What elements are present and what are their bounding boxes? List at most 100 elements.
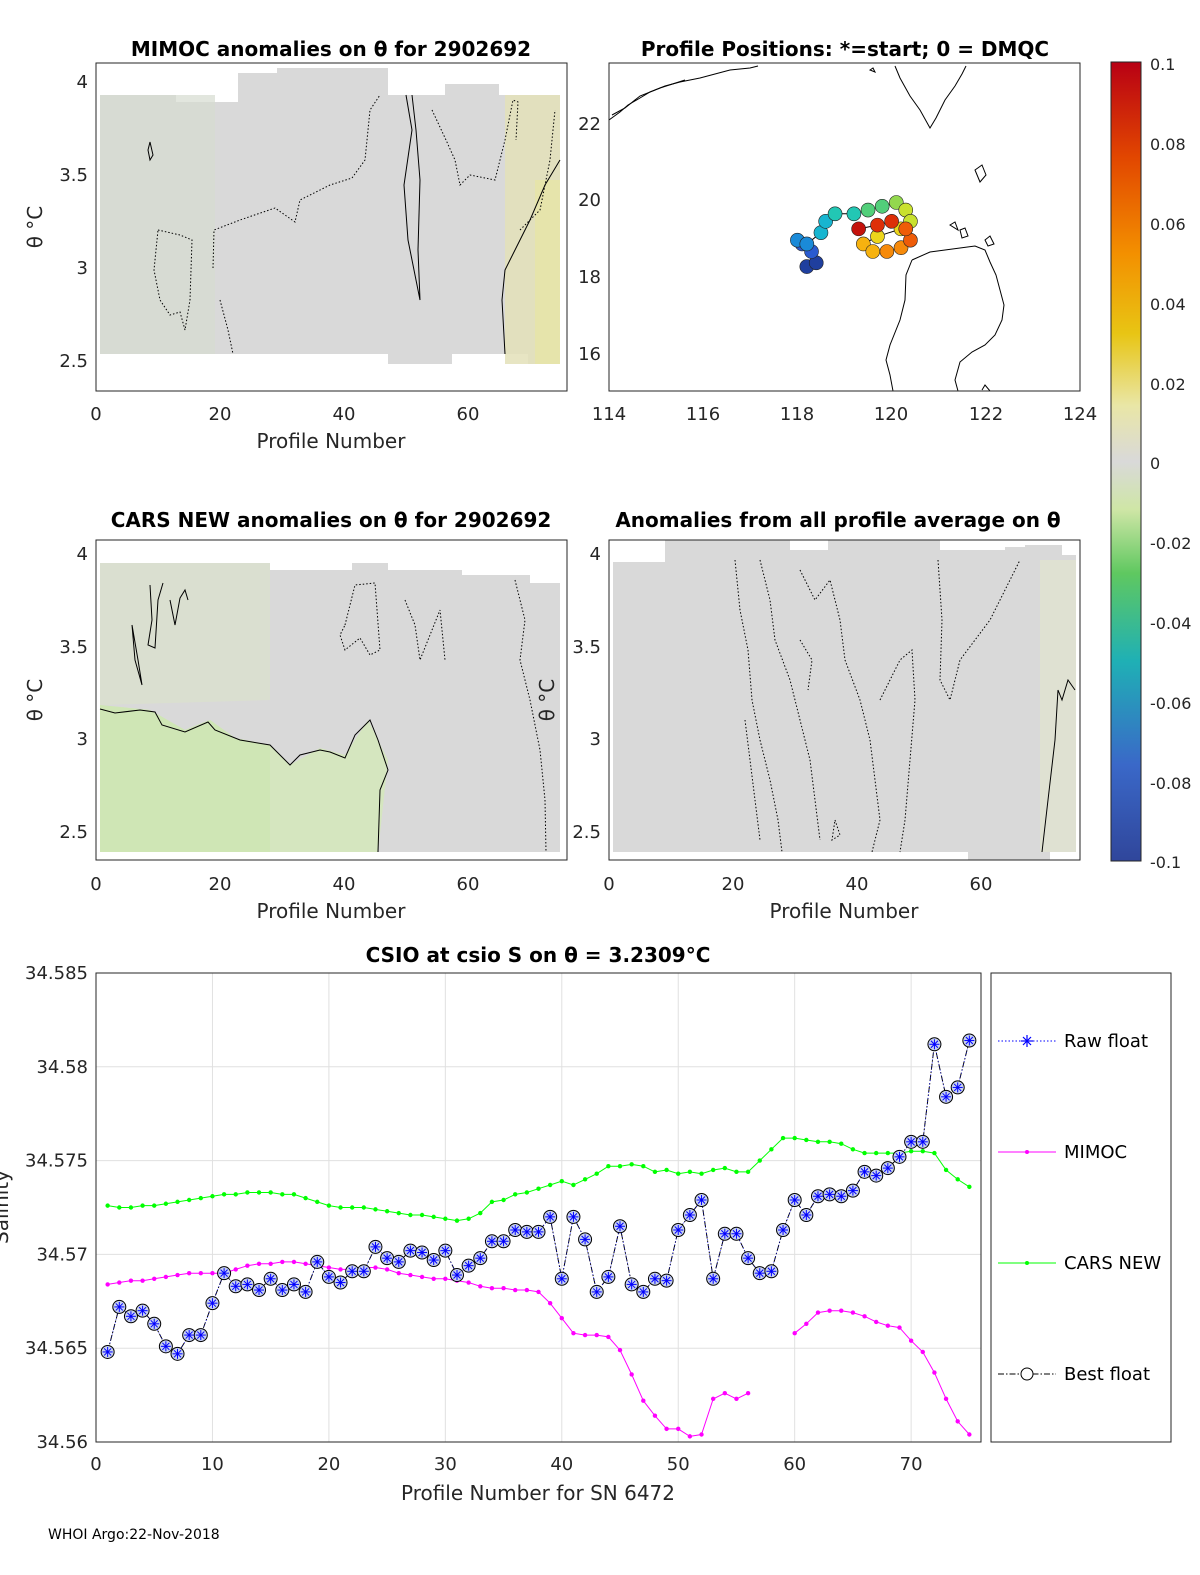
cars-new-point (885, 1150, 891, 1156)
track-point (846, 206, 862, 222)
cars-ytick-label: 3 (77, 729, 88, 750)
map-xtick-label: 114 (592, 404, 626, 425)
cars-new-point (326, 1203, 332, 1208)
mimoc-xtick-label: 40 (333, 404, 356, 425)
raw-float-point (626, 1279, 637, 1290)
track-point (884, 214, 899, 229)
colorbar-tick-label: 0.06 (1150, 215, 1186, 234)
raw-float-point (510, 1225, 521, 1236)
salinity-ytick-label: 34.56 (36, 1432, 88, 1453)
salinity-title: CSIO at csio S on θ = 3.2309°C (366, 943, 711, 967)
cars-new-point (559, 1179, 564, 1184)
cars-new-point (349, 1205, 355, 1210)
cars-new-point (478, 1210, 483, 1216)
raw-float-point (580, 1234, 591, 1245)
raw-float-point (184, 1330, 195, 1341)
mimoc-point (513, 1287, 518, 1293)
mimoc-point (210, 1270, 215, 1276)
cars-contour-dotted-1 (339, 582, 381, 656)
cars-new-point (489, 1199, 495, 1205)
cars-new-point (513, 1192, 518, 1197)
colorbar: 0.1 0.08 0.06 0.04 0.02 0 -0.02 -0.04 -0… (1110, 55, 1191, 872)
raw-float-point (463, 1260, 474, 1271)
map-xtick-label: 116 (686, 404, 720, 425)
mimoc-xticks: 0 20 40 60 (90, 404, 479, 425)
raw-float-point (638, 1286, 649, 1297)
mimoc-yticks: 2.5 3 3.5 4 (59, 72, 88, 372)
mimoc-point (466, 1280, 471, 1285)
cars-new-point (303, 1195, 308, 1201)
legend-raw-label: Raw float (1064, 1031, 1148, 1052)
cars-field-lower-left (100, 705, 270, 852)
raw-float-point (859, 1166, 870, 1177)
raw-float-point (778, 1225, 789, 1236)
cars-new-point (128, 1205, 134, 1210)
mimoc-xtick-label: 0 (90, 404, 101, 425)
salinity-xtick-label: 60 (783, 1454, 806, 1475)
cars-new-point (547, 1182, 553, 1188)
mimoc-ytick-label: 2.5 (59, 351, 88, 372)
raw-float-point (964, 1035, 975, 1046)
mimoc-point (920, 1349, 925, 1355)
mimoc-point (943, 1396, 949, 1402)
raw-float-point (649, 1273, 660, 1284)
raw-float-point (312, 1256, 323, 1267)
avg-xticks: 0 20 40 60 (603, 874, 992, 895)
cars-new-point (466, 1216, 471, 1221)
mimoc-point (815, 1310, 821, 1315)
avg-xlabel: Profile Number (770, 899, 920, 923)
cars-new-point (408, 1212, 413, 1218)
salinity-ylabel: Salinity (0, 1170, 13, 1244)
mimoc-point (932, 1370, 937, 1375)
raw-float-point (871, 1170, 882, 1181)
map-title: Profile Positions: *=start; 0 = DMQC (641, 37, 1049, 61)
mimoc-point (233, 1267, 238, 1272)
raw-float-point (486, 1236, 497, 1247)
mimoc-point (839, 1308, 844, 1313)
avg-field (613, 540, 1076, 860)
raw-float-point (417, 1247, 428, 1258)
avg-ytick-label: 3.5 (572, 637, 601, 658)
mimoc-point (268, 1261, 273, 1266)
mimoc-point (547, 1300, 553, 1306)
track-point (827, 206, 843, 222)
mimoc-point (186, 1270, 192, 1276)
cars-xtick-label: 60 (457, 874, 480, 895)
cars-new-point (664, 1167, 669, 1173)
mimoc-point (303, 1261, 308, 1266)
avg-contour-dotted-2 (759, 559, 821, 841)
mimoc-point (384, 1267, 390, 1272)
mimoc-point (175, 1272, 180, 1278)
avg-xtick-label: 60 (970, 874, 993, 895)
mimoc-point (478, 1284, 483, 1289)
cars-new-point (873, 1150, 879, 1156)
track-point (870, 217, 885, 233)
cars-new-point (280, 1192, 285, 1197)
cars-new-point (233, 1192, 238, 1197)
raw-float-point (230, 1281, 241, 1292)
cars-axes-box (95, 539, 568, 861)
salinity-ytick-label: 34.565 (25, 1338, 88, 1359)
salinity-title-main: CSIO at csio S on θ = 3.2309 (366, 943, 686, 967)
avg-contour-solid-1 (1041, 678, 1076, 853)
mimoc-point (629, 1372, 634, 1377)
coastlines (609, 65, 1005, 391)
raw-float-point (533, 1226, 544, 1237)
cars-new-point (384, 1209, 390, 1214)
raw-float-point (615, 1221, 626, 1232)
mimoc-point (489, 1285, 495, 1291)
cars-title: CARS NEW anomalies on θ for 2902692 (111, 508, 552, 532)
map-xtick-label: 118 (780, 404, 814, 425)
raw-float-point (545, 1211, 556, 1222)
mimoc-point (559, 1315, 564, 1321)
raw-float-point (603, 1271, 614, 1282)
salinity-series (100, 1033, 977, 1439)
salinity-ytick-label: 34.57 (36, 1244, 88, 1265)
map-ytick-label: 22 (578, 114, 601, 135)
raw-float-point (824, 1189, 835, 1200)
mimoc-ylabel: θ °C (23, 206, 47, 249)
avg-contour-dotted-1 (734, 559, 783, 853)
raw-float-point (219, 1268, 230, 1279)
salinity-ytick-label: 34.58 (36, 1057, 88, 1078)
avg-yticks: 2.5 3 3.5 4 (572, 544, 601, 843)
